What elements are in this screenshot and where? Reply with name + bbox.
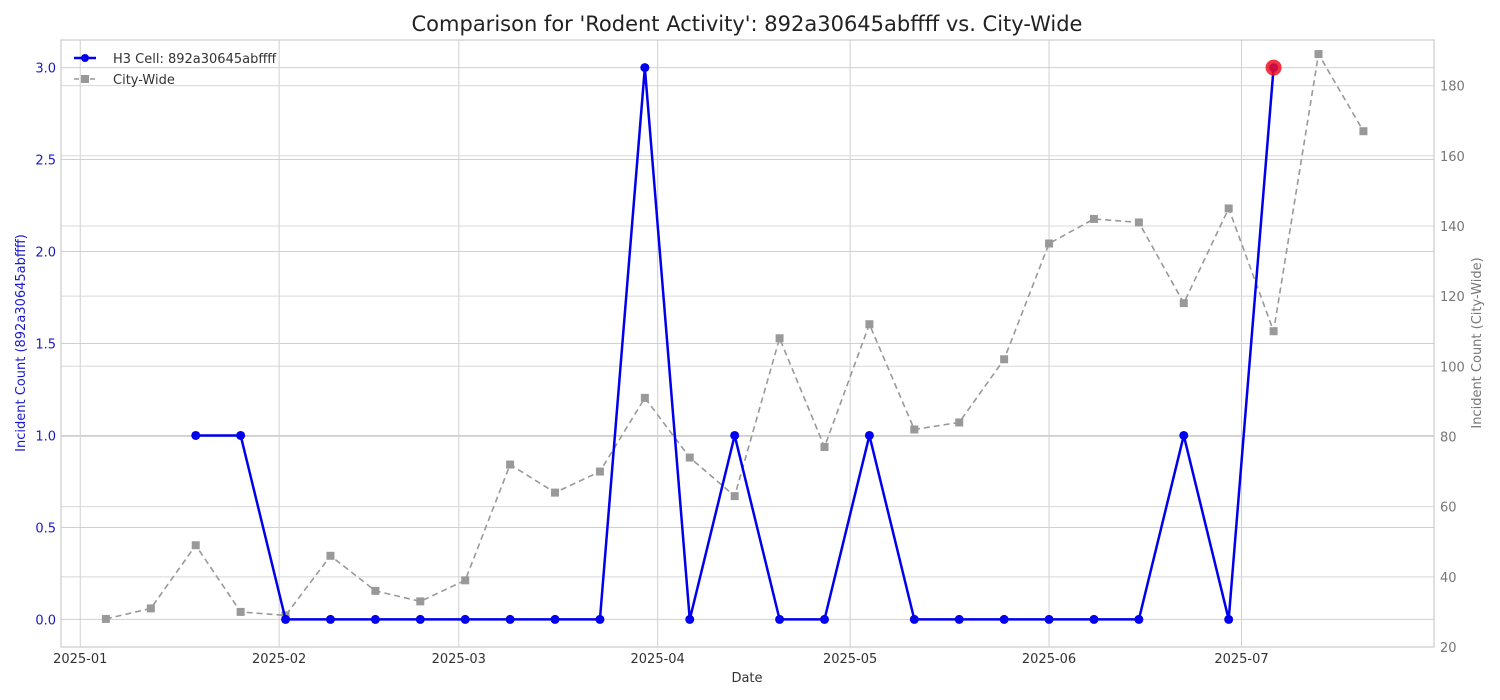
left-y-tick-label: 2.0 [35,246,56,261]
x-tick-label: 2025-04 [631,652,685,667]
left-y-axis-ticks: 0.0 0.5 1.0 1.5 2.0 2.5 3.0 [35,62,56,629]
data-point-city-wide [820,443,829,452]
legend: H3 Cell: 892a30645abffff City-Wide [74,52,277,88]
data-point-h3-cell [281,614,291,624]
data-point-city-wide [1000,355,1009,364]
left-y-tick-label: 1.5 [35,338,56,353]
data-point-city-wide [461,576,470,585]
data-point-city-wide [730,492,739,501]
data-point-h3-cell [819,614,829,624]
right-y-tick-label: 120 [1440,290,1465,305]
data-point-city-wide [371,586,380,595]
series-layer [101,50,1368,624]
x-tick-label: 2025-07 [1214,652,1268,667]
data-point-city-wide [326,551,335,560]
legend-label-h3-cell: H3 Cell: 892a30645abffff [113,52,277,67]
data-point-city-wide [146,604,155,613]
data-point-city-wide [1045,239,1054,248]
data-point-city-wide [775,334,784,343]
data-point-h3-cell [775,614,785,624]
data-point-city-wide [1134,218,1143,227]
data-point-h3-cell [370,614,380,624]
right-y-tick-label: 20 [1440,641,1457,656]
data-point-h3-cell [1044,614,1054,624]
data-point-h3-cell [909,614,919,624]
left-y-tick-label: 2.5 [35,154,56,169]
right-y-tick-label: 60 [1440,501,1457,516]
right-y-axis-label: Incident Count (City-Wide) [1470,257,1485,428]
right-y-tick-label: 80 [1440,430,1457,445]
data-point-city-wide [640,393,649,402]
left-y-axis-label: Incident Count (892a30645abffff) [14,234,29,452]
data-point-h3-cell [730,430,740,440]
data-point-city-wide [865,320,874,329]
gridlines [61,40,1434,648]
data-point-h3-cell [1179,430,1189,440]
data-point-h3-cell [954,614,964,624]
data-point-city-wide [595,467,604,476]
right-y-tick-label: 100 [1440,360,1465,375]
data-point-city-wide [1089,214,1098,223]
data-point-h3-cell [460,614,470,624]
right-y-axis-ticks: 20 40 60 80 100 120 140 160 180 [1440,80,1465,656]
x-tick-label: 2025-03 [432,652,486,667]
data-point-h3-cell [595,614,605,624]
data-point-city-wide [191,541,200,550]
legend-marker-h3-cell [81,54,89,62]
right-y-tick-label: 140 [1440,220,1465,235]
data-point-city-wide [1224,204,1233,213]
left-y-tick-label: 3.0 [35,62,56,77]
right-y-tick-label: 160 [1440,150,1465,165]
data-point-h3-cell [191,430,201,440]
right-y-tick-label: 180 [1440,80,1465,95]
left-y-tick-label: 0.0 [35,613,56,628]
data-point-h3-cell [1134,614,1144,624]
data-point-h3-cell [999,614,1009,624]
data-point-h3-cell [325,614,335,624]
data-point-city-wide [1269,327,1278,336]
legend-label-city-wide: City-Wide [113,73,175,88]
data-point-h3-cell [236,430,246,440]
plot-frame [60,39,1435,648]
data-point-h3-cell [640,63,650,73]
data-point-city-wide [1179,299,1188,308]
data-point-h3-cell [1224,614,1234,624]
data-point-h3-cell [550,614,560,624]
x-tick-label: 2025-01 [53,652,107,667]
x-tick-label: 2025-05 [823,652,877,667]
right-y-tick-label: 40 [1440,571,1457,586]
left-y-tick-label: 1.0 [35,429,56,444]
series-line-city-wide [105,51,1365,620]
highlight-marker [1265,59,1282,76]
data-point-h3-cell [1089,614,1099,624]
data-point-city-wide [910,425,919,434]
data-point-city-wide [955,418,964,427]
legend-marker-city-wide [81,75,89,83]
data-point-city-wide [101,614,110,623]
data-point-h3-cell [505,614,515,624]
x-tick-label: 2025-02 [252,652,306,667]
data-point-city-wide [685,453,694,462]
data-point-h3-cell [415,614,425,624]
chart-title: Comparison for 'Rodent Activity': 892a30… [412,12,1083,36]
data-point-city-wide [236,607,245,616]
data-point-h3-cell [685,614,695,624]
x-tick-label: 2025-06 [1022,652,1076,667]
data-point-city-wide [1359,127,1368,136]
data-point-city-wide [416,597,425,606]
data-point-h3-cell [864,430,874,440]
x-axis-label: Date [731,671,762,686]
data-point-city-wide [506,460,515,469]
x-axis-ticks: 2025-01 2025-02 2025-03 2025-04 2025-05 2025-… [53,652,1269,667]
left-y-tick-label: 0.5 [35,521,56,536]
data-point-city-wide [1314,50,1323,59]
data-point-city-wide [551,488,560,497]
